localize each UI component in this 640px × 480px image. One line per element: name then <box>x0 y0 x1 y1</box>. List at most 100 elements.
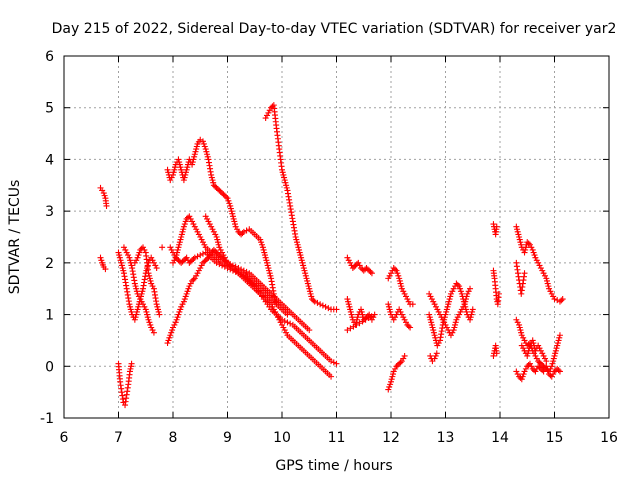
data-point <box>213 259 220 266</box>
data-point <box>190 156 197 163</box>
data-point <box>98 257 105 264</box>
data-point <box>447 293 454 300</box>
data-point <box>443 306 450 313</box>
data-point <box>539 361 546 368</box>
data-point <box>524 352 531 359</box>
data-point <box>134 306 141 313</box>
data-point <box>131 316 138 323</box>
x-tick-label: 6 <box>60 430 69 446</box>
chart-title: Day 215 of 2022, Sidereal Day-to-day VTE… <box>52 21 617 37</box>
data-point <box>189 161 196 168</box>
data-point <box>400 355 407 362</box>
data-point <box>344 327 351 334</box>
x-tick-label: 15 <box>546 430 564 446</box>
data-point <box>541 272 548 279</box>
data-point <box>397 308 404 315</box>
data-point <box>469 306 476 313</box>
data-point <box>208 174 215 181</box>
data-point <box>177 164 184 171</box>
data-point <box>176 241 183 248</box>
data-point <box>229 262 236 269</box>
data-point <box>186 259 193 266</box>
data-point <box>401 316 408 323</box>
data-point <box>277 319 284 326</box>
data-point <box>186 283 193 290</box>
x-tick-label: 8 <box>169 430 178 446</box>
data-point <box>409 301 416 308</box>
data-point <box>118 259 125 266</box>
data-point <box>468 311 475 318</box>
data-point <box>543 358 550 365</box>
data-point <box>191 275 198 282</box>
data-point <box>287 320 294 327</box>
data-point <box>279 166 285 173</box>
data-point <box>292 234 299 240</box>
data-point <box>556 332 563 339</box>
data-point <box>214 239 221 246</box>
data-point <box>191 153 198 160</box>
data-point <box>450 285 457 292</box>
data-point <box>168 329 175 336</box>
data-point <box>445 327 452 334</box>
data-point <box>526 241 533 248</box>
data-point <box>530 249 537 256</box>
data-point <box>432 334 439 341</box>
data-point <box>349 265 356 272</box>
data-point <box>182 218 189 225</box>
data-point <box>525 347 532 354</box>
data-point <box>457 288 464 295</box>
data-point <box>556 298 563 305</box>
data-point <box>116 254 123 261</box>
data-point <box>265 265 272 272</box>
data-point <box>438 314 445 321</box>
data-point <box>176 308 183 315</box>
data-point <box>232 223 239 230</box>
data-point <box>513 316 520 323</box>
data-point <box>220 252 227 259</box>
data-point <box>148 254 155 261</box>
data-point <box>174 246 181 253</box>
data-point <box>306 327 313 334</box>
data-point <box>454 281 461 288</box>
data-point <box>395 272 402 279</box>
data-point <box>449 329 456 336</box>
data-point <box>179 258 186 265</box>
data-point <box>430 298 437 305</box>
data-point <box>518 342 525 349</box>
x-tick-label: 14 <box>491 430 509 446</box>
data-point <box>127 303 134 310</box>
data-point <box>458 306 465 313</box>
data-point <box>264 259 271 266</box>
data-point <box>141 303 148 310</box>
data-point <box>386 383 393 390</box>
data-point <box>551 352 558 359</box>
data-point <box>317 301 324 308</box>
data-point <box>458 290 465 297</box>
data-point <box>128 308 135 315</box>
data-point <box>268 104 275 111</box>
data-point <box>451 324 458 331</box>
data-point <box>261 249 268 256</box>
data-point <box>554 342 561 349</box>
data-point <box>394 361 401 368</box>
data-point <box>396 306 403 313</box>
data-point <box>296 246 303 253</box>
data-point <box>280 171 287 178</box>
data-point <box>202 257 209 264</box>
data-point <box>432 303 439 310</box>
data-point <box>201 241 208 248</box>
data-point <box>149 327 156 334</box>
data-point <box>164 340 171 347</box>
data-point <box>432 352 439 359</box>
data-point <box>531 350 538 357</box>
data-point <box>172 319 179 326</box>
data-point <box>149 257 156 264</box>
data-point <box>296 249 303 256</box>
data-point <box>351 263 358 270</box>
data-point <box>518 332 525 339</box>
x-tick-label: 7 <box>114 430 123 446</box>
data-point <box>181 221 188 228</box>
data-point <box>183 254 190 261</box>
data-point <box>539 350 546 357</box>
